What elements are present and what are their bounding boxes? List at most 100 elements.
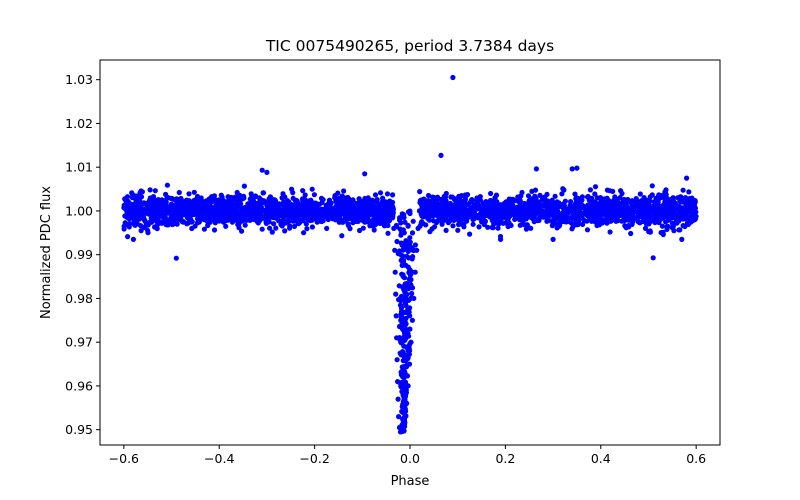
data-point <box>596 215 602 221</box>
data-point <box>401 343 407 349</box>
data-point <box>223 223 229 229</box>
data-point <box>156 213 162 220</box>
data-point <box>681 207 687 213</box>
data-point <box>198 207 204 213</box>
data-point <box>177 210 183 216</box>
data-point <box>221 205 227 211</box>
data-point <box>425 215 431 221</box>
y-tick-label: 1.01 <box>65 160 93 175</box>
data-point <box>568 220 574 226</box>
data-point <box>408 277 414 283</box>
data-point <box>434 202 440 208</box>
data-point <box>541 194 548 200</box>
data-point <box>128 211 134 217</box>
data-point <box>442 210 448 216</box>
data-point <box>415 225 421 231</box>
data-point <box>458 217 464 223</box>
data-point <box>143 200 149 207</box>
data-point <box>402 289 408 295</box>
data-point <box>402 403 408 409</box>
data-point <box>647 203 654 209</box>
data-point <box>618 200 625 207</box>
data-point <box>608 215 614 221</box>
data-point <box>684 175 690 181</box>
data-point <box>405 244 411 250</box>
data-point <box>264 169 270 175</box>
data-point <box>353 217 359 223</box>
data-point <box>425 192 432 199</box>
data-point <box>313 212 319 218</box>
data-point <box>427 229 433 235</box>
data-point <box>401 415 407 421</box>
data-point <box>402 331 408 337</box>
data-point <box>516 208 522 214</box>
data-point <box>409 270 415 276</box>
data-point <box>231 212 237 218</box>
data-point <box>689 195 695 201</box>
data-point <box>597 195 604 201</box>
data-point <box>345 221 351 227</box>
data-point <box>253 194 259 200</box>
data-point <box>676 227 682 233</box>
data-point <box>570 224 576 230</box>
data-point <box>600 202 606 208</box>
data-point <box>455 203 461 209</box>
data-point <box>536 217 542 223</box>
data-point <box>635 209 641 215</box>
data-point <box>680 199 686 205</box>
data-point <box>659 223 666 229</box>
data-point <box>298 217 304 223</box>
data-point <box>580 221 586 227</box>
data-point <box>462 202 468 208</box>
data-point <box>198 214 204 220</box>
data-point <box>319 215 325 221</box>
data-point <box>407 235 413 241</box>
data-point <box>435 217 441 223</box>
data-point <box>232 194 238 200</box>
data-point <box>300 188 306 194</box>
data-point <box>577 196 583 202</box>
data-point <box>474 195 480 201</box>
data-point <box>130 192 136 198</box>
data-point <box>189 225 195 232</box>
data-point <box>637 191 643 197</box>
data-point <box>517 203 523 209</box>
data-point <box>186 191 192 197</box>
data-point <box>456 221 462 228</box>
data-point <box>572 191 578 197</box>
data-point <box>674 220 680 226</box>
data-point <box>668 196 674 202</box>
data-point <box>341 188 347 194</box>
data-point <box>401 275 408 281</box>
data-point <box>397 336 403 342</box>
data-point <box>515 194 521 200</box>
data-point <box>406 343 412 349</box>
data-point <box>639 211 646 217</box>
data-point <box>433 212 439 218</box>
data-point <box>263 220 269 226</box>
data-point <box>398 352 404 358</box>
data-point <box>645 216 651 222</box>
data-point <box>647 210 653 216</box>
data-point <box>494 199 500 205</box>
data-point <box>472 213 478 219</box>
data-point <box>533 166 540 172</box>
data-point <box>679 236 685 242</box>
data-point <box>663 196 670 202</box>
data-point <box>304 226 310 232</box>
data-point <box>400 419 407 425</box>
data-point <box>682 195 689 201</box>
data-point <box>336 219 342 225</box>
data-point <box>568 199 574 205</box>
x-axis: −0.6 −0.4 −0.2 0.0 0.2 0.4 0.6 <box>109 445 706 466</box>
data-point <box>245 201 251 207</box>
data-point <box>309 186 315 192</box>
data-point <box>525 193 532 199</box>
data-point <box>205 210 211 216</box>
data-point <box>287 225 293 231</box>
data-point <box>586 197 592 203</box>
data-point <box>360 225 366 231</box>
data-point <box>495 225 501 231</box>
data-point <box>134 213 140 219</box>
